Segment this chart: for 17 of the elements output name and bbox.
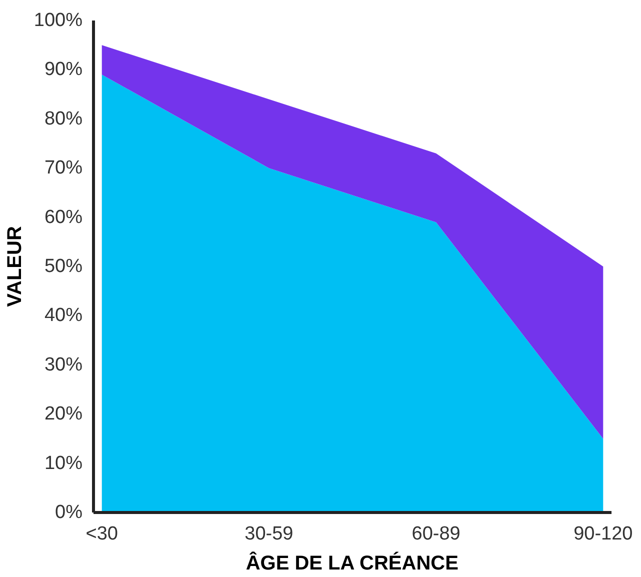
x-tick-label: <30 [86,524,118,544]
y-tick-label: 0% [55,502,83,523]
y-tick-label: 100% [34,10,83,31]
x-tick-label: 90-120 [574,524,633,544]
x-tick-label: 30-59 [244,524,294,544]
y-tick-label: 70% [44,158,83,179]
y-tick-label: 10% [44,452,83,474]
y-tick-label: 20% [44,404,83,425]
y-axis-title: VALEUR [4,226,26,307]
y-tick-label: 40% [44,305,83,326]
x-axis-title: ÂGE DE LA CRÉANCE [246,552,458,574]
y-tick-label: 30% [44,354,83,376]
y-tick-label: 60% [44,206,83,228]
y-tick-label: 90% [44,59,83,80]
x-tick-label: 60-89 [412,524,460,544]
y-tick-label: 50% [44,256,83,277]
y-tick-label: 80% [44,108,83,130]
